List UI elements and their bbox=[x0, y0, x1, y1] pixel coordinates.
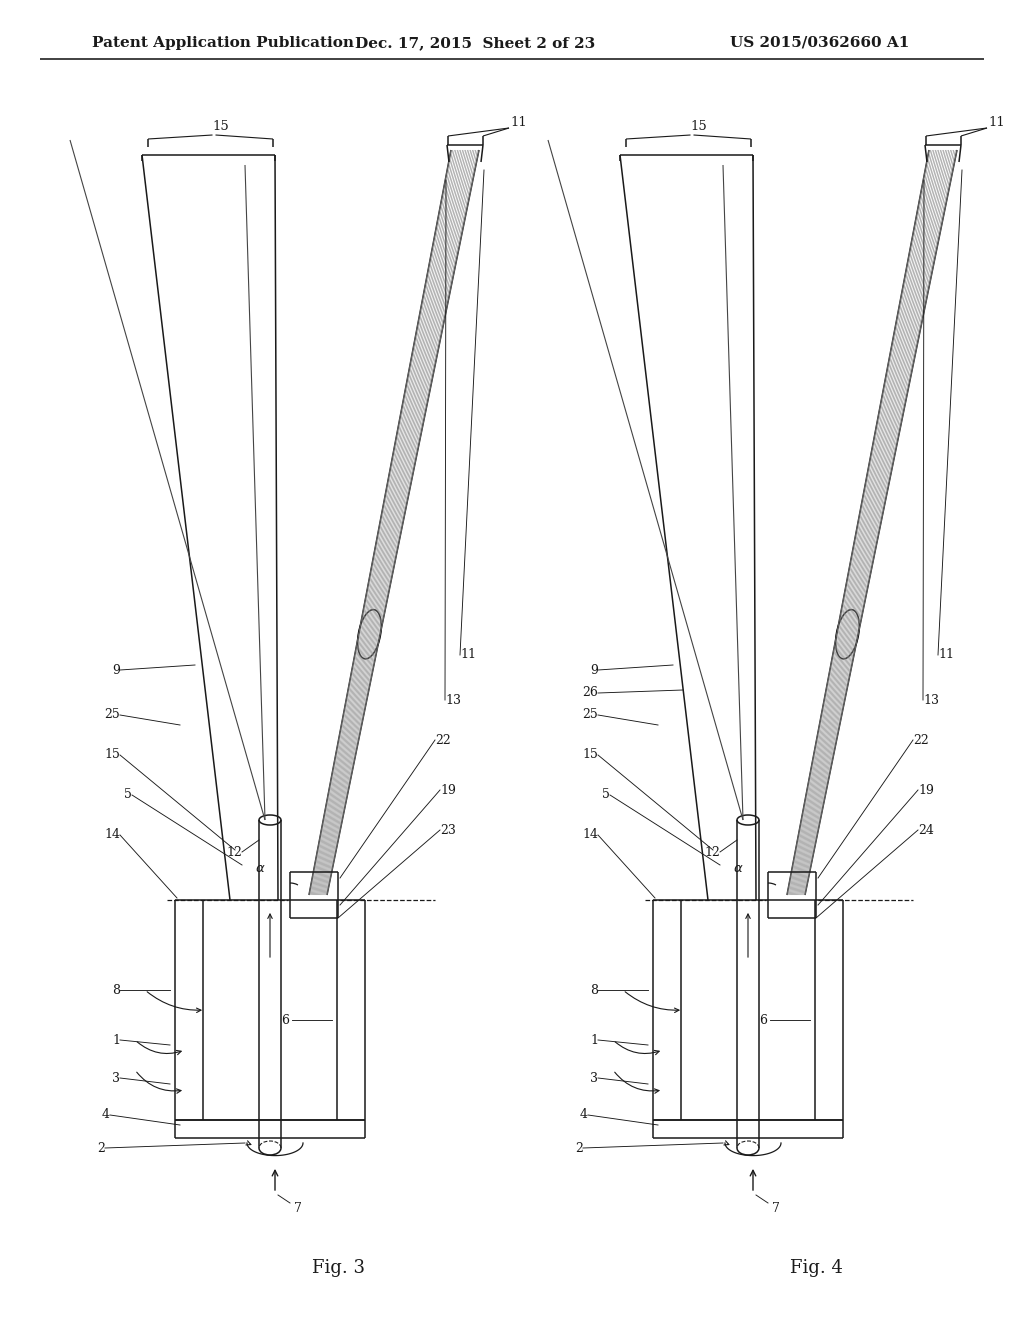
Text: 25: 25 bbox=[104, 709, 120, 722]
Text: 3: 3 bbox=[590, 1072, 598, 1085]
Text: 19: 19 bbox=[440, 784, 456, 796]
Text: 9: 9 bbox=[590, 664, 598, 676]
Text: 24: 24 bbox=[918, 824, 934, 837]
Text: 9: 9 bbox=[112, 664, 120, 676]
Text: 1: 1 bbox=[590, 1034, 598, 1047]
Text: 1: 1 bbox=[112, 1034, 120, 1047]
Text: 7: 7 bbox=[294, 1201, 302, 1214]
Text: 6: 6 bbox=[281, 1014, 289, 1027]
Text: 11: 11 bbox=[511, 116, 527, 128]
Text: 2: 2 bbox=[575, 1142, 583, 1155]
Text: Fig. 4: Fig. 4 bbox=[790, 1259, 843, 1276]
Text: 19: 19 bbox=[918, 784, 934, 796]
Text: US 2015/0362660 A1: US 2015/0362660 A1 bbox=[730, 36, 909, 50]
Text: 11: 11 bbox=[988, 116, 1006, 128]
Text: 13: 13 bbox=[445, 693, 461, 706]
Text: 7: 7 bbox=[772, 1201, 780, 1214]
Text: 6: 6 bbox=[759, 1014, 767, 1027]
Text: Fig. 3: Fig. 3 bbox=[311, 1259, 365, 1276]
Text: 22: 22 bbox=[435, 734, 451, 747]
Text: 3: 3 bbox=[112, 1072, 120, 1085]
Text: 14: 14 bbox=[582, 829, 598, 842]
Text: 5: 5 bbox=[124, 788, 132, 801]
Text: 26: 26 bbox=[582, 686, 598, 700]
Text: 12: 12 bbox=[705, 846, 720, 858]
Text: 2: 2 bbox=[97, 1142, 105, 1155]
Text: 11: 11 bbox=[460, 648, 476, 661]
Text: Patent Application Publication: Patent Application Publication bbox=[92, 36, 354, 50]
Text: 12: 12 bbox=[226, 846, 242, 858]
Text: 8: 8 bbox=[112, 983, 120, 997]
Text: 25: 25 bbox=[583, 709, 598, 722]
Text: 4: 4 bbox=[580, 1109, 588, 1122]
Text: 11: 11 bbox=[938, 648, 954, 661]
Text: 15: 15 bbox=[582, 748, 598, 762]
Text: $\alpha$: $\alpha$ bbox=[733, 862, 743, 874]
Text: 15: 15 bbox=[104, 748, 120, 762]
Text: 13: 13 bbox=[923, 693, 939, 706]
Text: $\alpha$: $\alpha$ bbox=[255, 862, 265, 874]
Text: 5: 5 bbox=[602, 788, 610, 801]
Text: 23: 23 bbox=[440, 824, 456, 837]
Text: 22: 22 bbox=[913, 734, 929, 747]
Text: 4: 4 bbox=[102, 1109, 110, 1122]
Text: 14: 14 bbox=[104, 829, 120, 842]
Text: 15: 15 bbox=[212, 120, 229, 133]
Text: Dec. 17, 2015  Sheet 2 of 23: Dec. 17, 2015 Sheet 2 of 23 bbox=[355, 36, 595, 50]
Text: 8: 8 bbox=[590, 983, 598, 997]
Text: 15: 15 bbox=[690, 120, 707, 133]
